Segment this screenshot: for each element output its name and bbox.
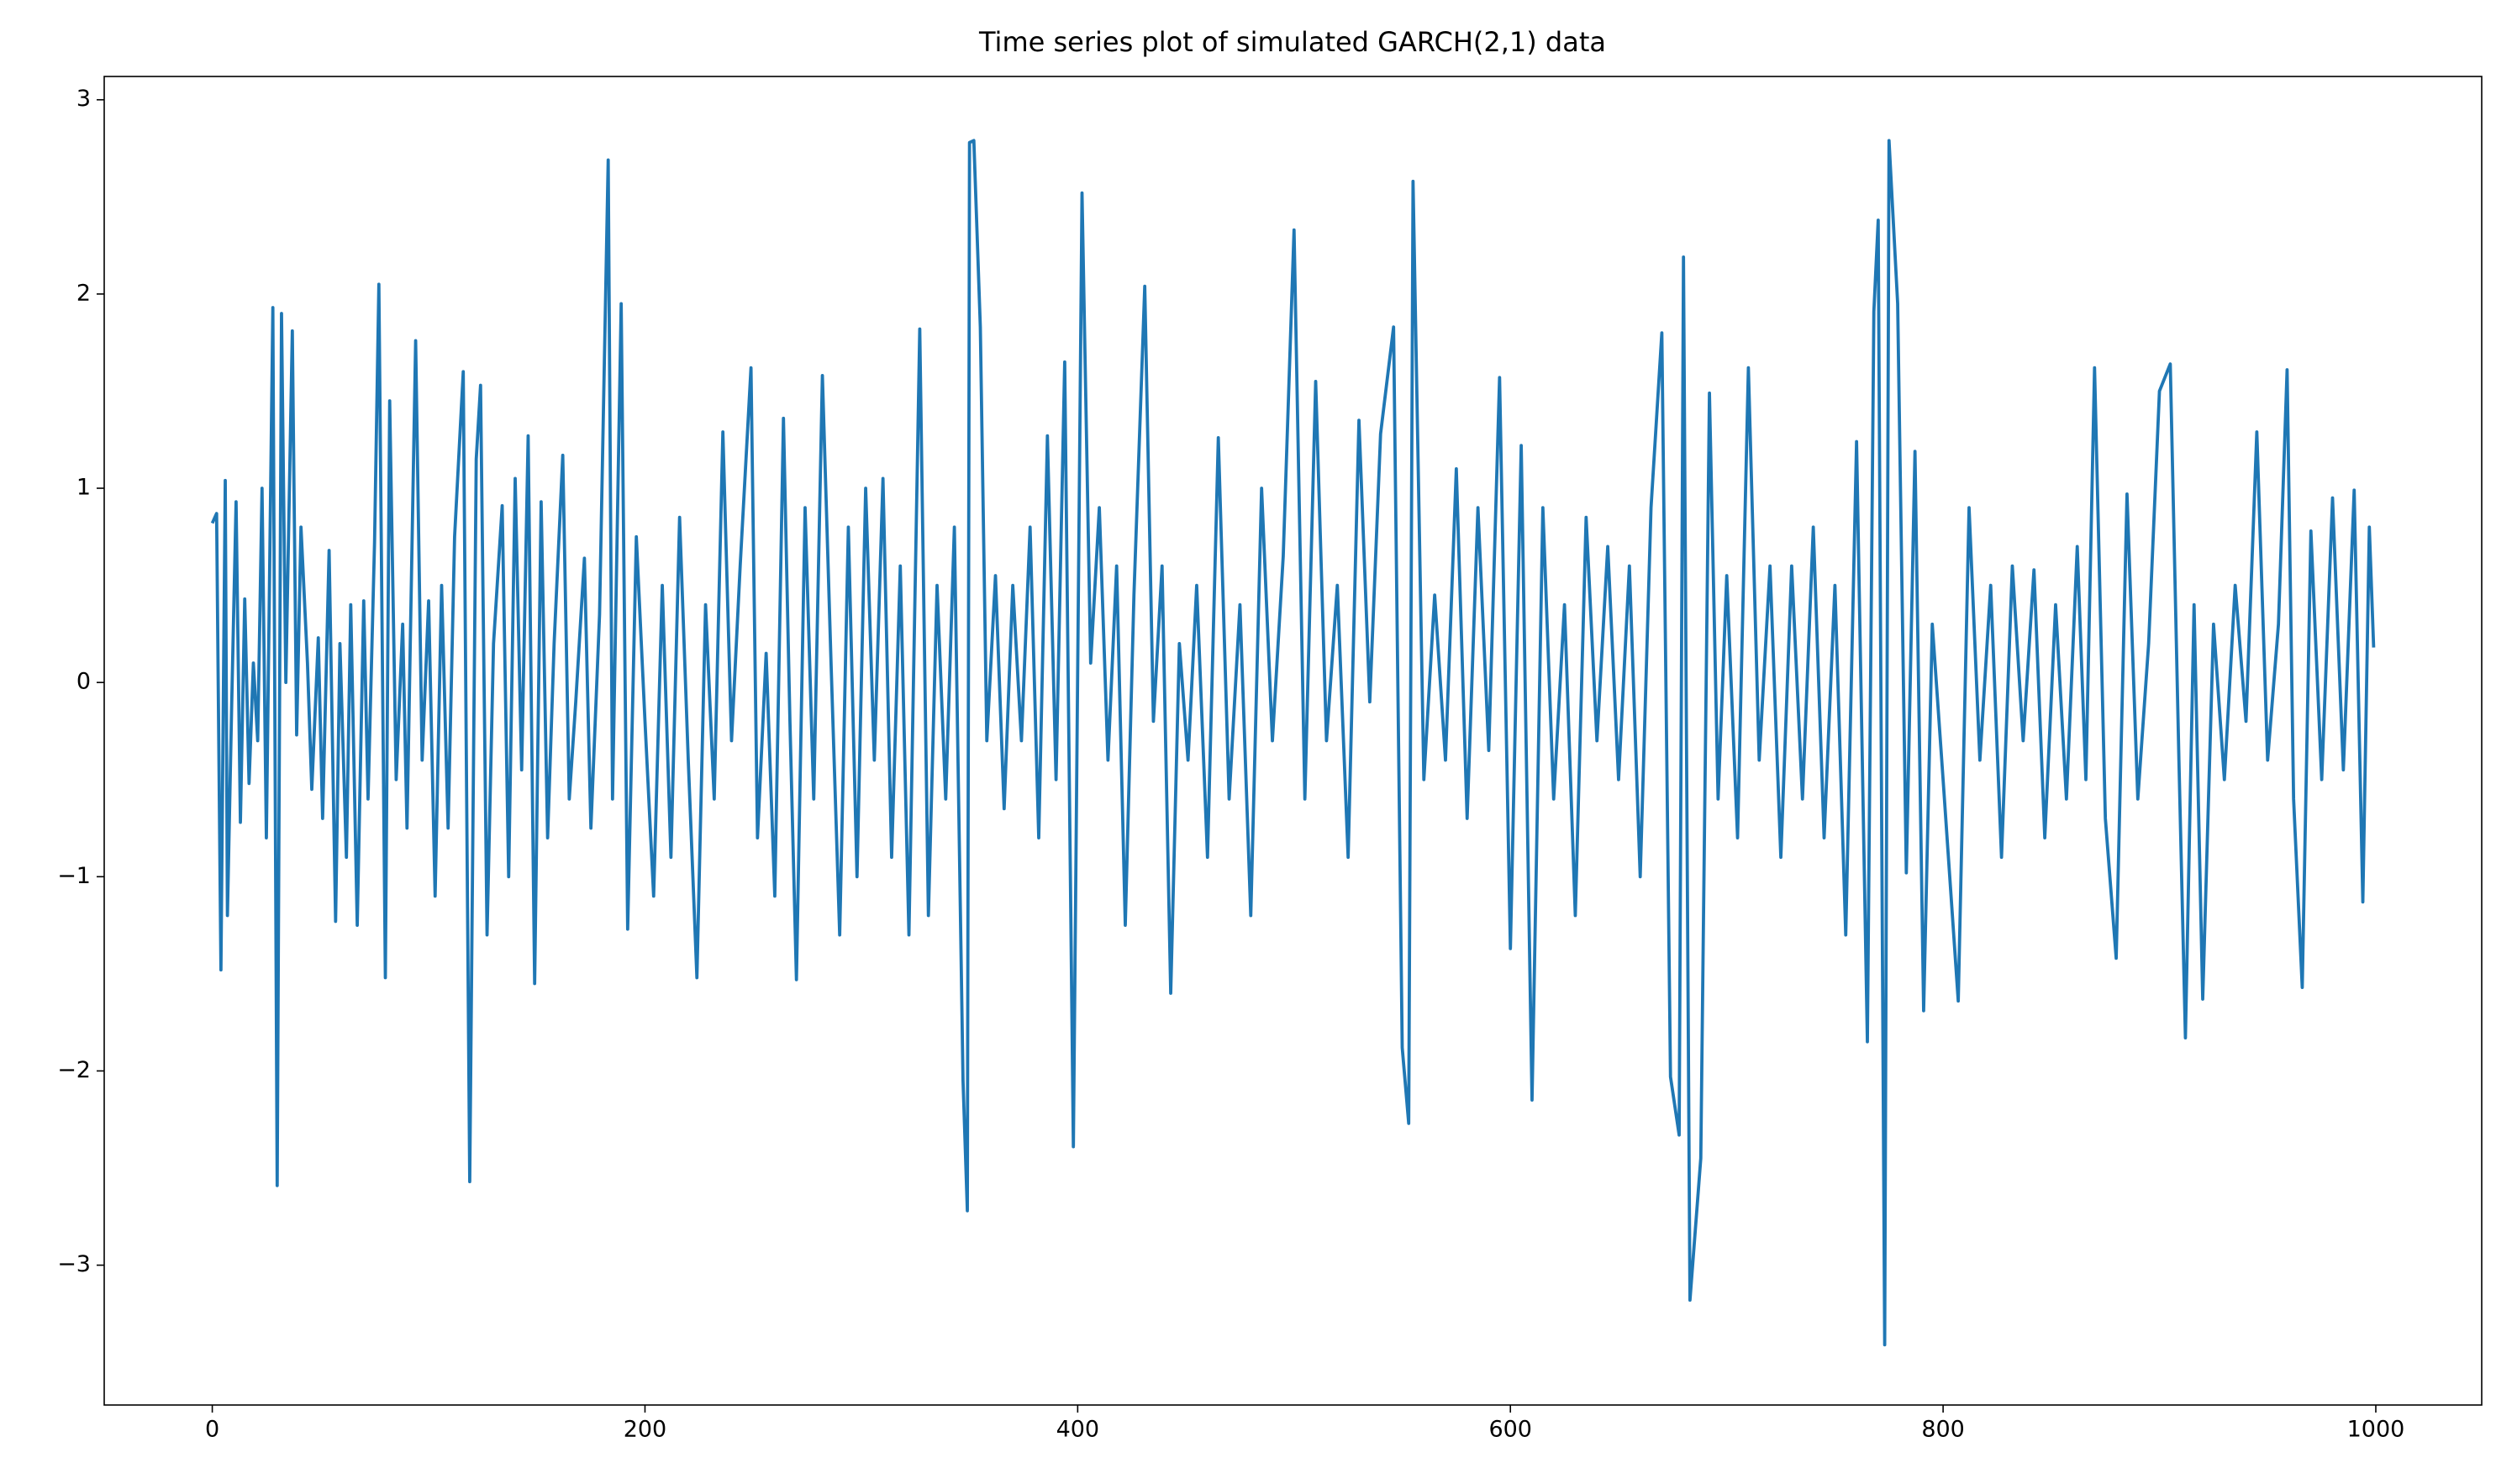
- y-tick-label: 2: [76, 280, 91, 306]
- y-tick-label: 0: [76, 669, 91, 695]
- x-tick-label: 200: [624, 1417, 667, 1443]
- y-tick-label: −3: [57, 1251, 91, 1277]
- x-tick-label: 600: [1488, 1417, 1532, 1443]
- y-tick-label: 1: [76, 475, 91, 501]
- data-line: [210, 139, 2376, 1347]
- y-tick-label: 3: [76, 86, 91, 112]
- y-tick-label: −2: [57, 1057, 91, 1083]
- x-tick-label: 0: [205, 1417, 219, 1443]
- x-tick-label: 400: [1056, 1417, 1100, 1443]
- x-tick-label: 1000: [2347, 1417, 2405, 1443]
- x-tick-label: 800: [1921, 1417, 1965, 1443]
- chart-title: Time series plot of simulated GARCH(2,1)…: [978, 26, 1606, 58]
- y-tick-label: −1: [57, 863, 91, 889]
- axes-frame: [103, 76, 2483, 1406]
